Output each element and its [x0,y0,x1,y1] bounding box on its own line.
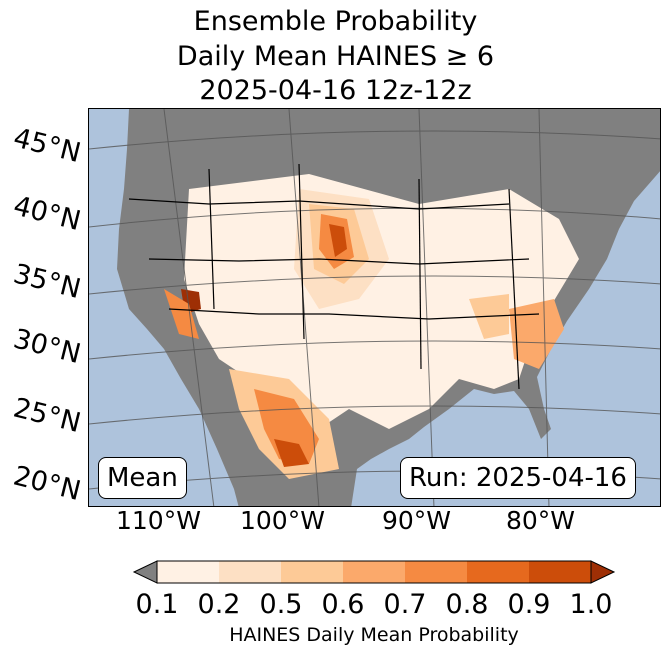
title-line-3: 2025-04-16 12z-12z [199,75,472,106]
probability-shading [164,174,579,479]
colorbar-tick-label: 0.9 [507,589,551,620]
map-canvas [89,109,660,506]
lon-label-110: 110°W [116,506,201,535]
lon-label-90: 90°W [382,506,452,535]
colorbar-tick-label: 1.0 [569,589,613,620]
colorbar-tick-label: 0.5 [259,589,303,620]
colorbar-segment [281,561,343,583]
lon-label-80: 80°W [506,506,576,535]
colorbar-tick-label: 0.6 [321,589,365,620]
stat-label: Mean [98,457,187,499]
colorbar-over-triangle [590,560,616,584]
colorbar-tick-label: 0.2 [197,589,241,620]
colorbar-segment [157,561,219,583]
lon-label-100: 100°W [240,506,325,535]
colorbar-segments [157,561,591,583]
graticule [89,109,660,506]
colorbar-segment [343,561,405,583]
colorbar-segment [219,561,281,583]
colorbar-label: HAINES Daily Mean Probability [229,624,519,646]
colorbar-segment [529,561,591,583]
colorbar-outline [156,560,592,584]
colorbar-under-triangle [132,560,158,584]
title-line-2: Daily Mean HAINES ≥ 6 [176,41,495,72]
title-line-1: Ensemble Probability [193,6,478,37]
colorbar-segment [405,561,467,583]
colorbar-tick-label: 0.8 [445,589,489,620]
state-borders [128,163,540,390]
run-label: Run: 2025-04-16 [400,457,636,499]
colorbar-tick-label: 0.1 [135,589,179,620]
colorbar-tick-label: 0.7 [383,589,427,620]
probability-map[interactable] [88,108,661,507]
colorbar-segment [467,561,529,583]
